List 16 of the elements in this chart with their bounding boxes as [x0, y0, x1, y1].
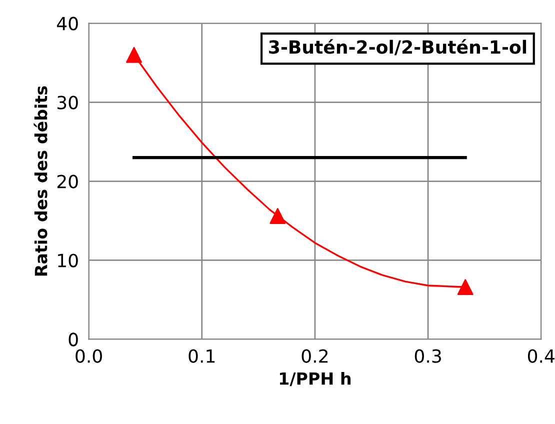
y-tick-label: 10: [58, 254, 78, 268]
text: 3-Butén-2-ol/2-Butén-1-ol: [269, 39, 526, 56]
y-tick-label: 40: [56, 16, 78, 30]
y-tick-label: 30: [57, 96, 78, 110]
x-tick-label: 0.3: [414, 349, 441, 363]
y-tick-label: 0: [68, 332, 78, 346]
x-tick-label: 0.2: [302, 349, 328, 363]
x-tick-label: 0.0: [76, 349, 102, 363]
x-tick-label: 0.4: [528, 349, 554, 363]
y-axis-title: Ratio des des débits: [34, 86, 48, 276]
y-tick-label: 20: [57, 174, 78, 188]
point: [126, 46, 142, 63]
x-tick-label: 0.1: [188, 349, 215, 363]
point: [457, 279, 474, 296]
point: [270, 208, 286, 224]
x-axis-title: 1/PPH h: [280, 372, 351, 386]
